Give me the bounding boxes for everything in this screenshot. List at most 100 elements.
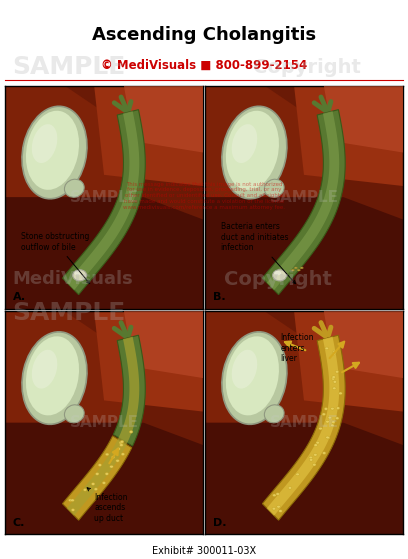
Ellipse shape bbox=[309, 456, 313, 459]
Text: Copyright: Copyright bbox=[253, 58, 361, 77]
Ellipse shape bbox=[102, 481, 106, 484]
Ellipse shape bbox=[273, 269, 286, 281]
Polygon shape bbox=[5, 311, 203, 534]
Ellipse shape bbox=[116, 459, 120, 462]
Ellipse shape bbox=[325, 347, 328, 350]
Ellipse shape bbox=[324, 408, 328, 410]
Ellipse shape bbox=[226, 111, 279, 190]
Ellipse shape bbox=[335, 371, 339, 373]
Polygon shape bbox=[124, 311, 203, 378]
Ellipse shape bbox=[32, 124, 57, 163]
Ellipse shape bbox=[330, 408, 334, 410]
Ellipse shape bbox=[276, 492, 279, 495]
FancyArrowPatch shape bbox=[314, 103, 326, 111]
Polygon shape bbox=[67, 111, 139, 290]
Polygon shape bbox=[205, 197, 403, 309]
Text: Exhibit# 300011-03X: Exhibit# 300011-03X bbox=[152, 546, 256, 556]
Ellipse shape bbox=[129, 430, 133, 433]
Ellipse shape bbox=[22, 332, 87, 424]
Ellipse shape bbox=[328, 416, 332, 419]
Ellipse shape bbox=[331, 377, 335, 380]
Polygon shape bbox=[94, 311, 203, 411]
FancyArrowPatch shape bbox=[129, 102, 131, 110]
Ellipse shape bbox=[98, 464, 102, 466]
Ellipse shape bbox=[105, 472, 109, 475]
Ellipse shape bbox=[326, 420, 329, 423]
Ellipse shape bbox=[322, 413, 326, 415]
Ellipse shape bbox=[95, 472, 99, 475]
Ellipse shape bbox=[83, 489, 87, 491]
Ellipse shape bbox=[274, 271, 281, 275]
FancyArrowPatch shape bbox=[121, 97, 127, 110]
Ellipse shape bbox=[339, 392, 342, 395]
Ellipse shape bbox=[121, 453, 125, 456]
Ellipse shape bbox=[264, 179, 284, 197]
Polygon shape bbox=[205, 311, 403, 534]
Ellipse shape bbox=[314, 453, 317, 456]
Text: B.: B. bbox=[213, 292, 225, 302]
Ellipse shape bbox=[26, 337, 79, 415]
Text: SAMPLE: SAMPLE bbox=[69, 415, 139, 430]
Polygon shape bbox=[294, 311, 403, 411]
Ellipse shape bbox=[273, 494, 276, 496]
Polygon shape bbox=[262, 110, 345, 295]
Ellipse shape bbox=[64, 405, 84, 423]
Ellipse shape bbox=[120, 440, 124, 443]
Ellipse shape bbox=[309, 458, 313, 461]
Ellipse shape bbox=[294, 267, 297, 269]
Ellipse shape bbox=[313, 463, 316, 466]
Ellipse shape bbox=[316, 442, 319, 444]
Polygon shape bbox=[5, 311, 134, 423]
Polygon shape bbox=[5, 197, 203, 309]
FancyArrowPatch shape bbox=[328, 327, 331, 335]
Ellipse shape bbox=[119, 442, 123, 444]
Ellipse shape bbox=[297, 269, 300, 271]
Polygon shape bbox=[267, 337, 339, 515]
Ellipse shape bbox=[314, 444, 317, 447]
Polygon shape bbox=[94, 86, 203, 186]
Ellipse shape bbox=[333, 387, 336, 390]
Ellipse shape bbox=[71, 499, 74, 501]
Text: Ascending Cholangitis: Ascending Cholangitis bbox=[92, 26, 316, 44]
FancyArrowPatch shape bbox=[129, 327, 131, 335]
Polygon shape bbox=[262, 335, 345, 520]
Text: SAMPLE: SAMPLE bbox=[12, 301, 126, 325]
Text: Stone obstructing
outflow of bile: Stone obstructing outflow of bile bbox=[21, 232, 90, 283]
Text: A.: A. bbox=[13, 292, 26, 302]
FancyArrowPatch shape bbox=[121, 323, 127, 335]
Ellipse shape bbox=[94, 488, 98, 490]
Ellipse shape bbox=[296, 473, 299, 476]
Ellipse shape bbox=[332, 421, 335, 424]
Ellipse shape bbox=[117, 448, 120, 451]
Ellipse shape bbox=[74, 271, 81, 275]
Ellipse shape bbox=[232, 350, 257, 389]
Ellipse shape bbox=[279, 510, 282, 513]
Ellipse shape bbox=[71, 509, 75, 511]
FancyArrowPatch shape bbox=[328, 102, 331, 110]
FancyArrowPatch shape bbox=[321, 323, 327, 335]
Ellipse shape bbox=[26, 111, 79, 190]
Text: C.: C. bbox=[13, 518, 25, 528]
Ellipse shape bbox=[326, 436, 329, 439]
Ellipse shape bbox=[105, 453, 109, 456]
Ellipse shape bbox=[69, 499, 72, 501]
FancyArrowPatch shape bbox=[321, 97, 327, 110]
Ellipse shape bbox=[22, 106, 87, 199]
Polygon shape bbox=[5, 86, 134, 197]
Ellipse shape bbox=[319, 427, 322, 430]
Ellipse shape bbox=[73, 269, 86, 281]
Ellipse shape bbox=[291, 269, 294, 271]
Text: SAMPLE: SAMPLE bbox=[12, 55, 126, 79]
Ellipse shape bbox=[264, 405, 284, 423]
Ellipse shape bbox=[226, 337, 279, 415]
FancyArrowPatch shape bbox=[114, 328, 126, 337]
Polygon shape bbox=[62, 436, 132, 520]
FancyArrowPatch shape bbox=[114, 103, 126, 111]
Ellipse shape bbox=[91, 482, 95, 485]
Text: © MediVisuals ■ 800-899-2154: © MediVisuals ■ 800-899-2154 bbox=[101, 59, 307, 72]
Ellipse shape bbox=[32, 350, 57, 389]
Ellipse shape bbox=[333, 381, 337, 383]
Ellipse shape bbox=[322, 452, 326, 454]
Ellipse shape bbox=[336, 407, 340, 410]
FancyArrowPatch shape bbox=[328, 327, 331, 335]
